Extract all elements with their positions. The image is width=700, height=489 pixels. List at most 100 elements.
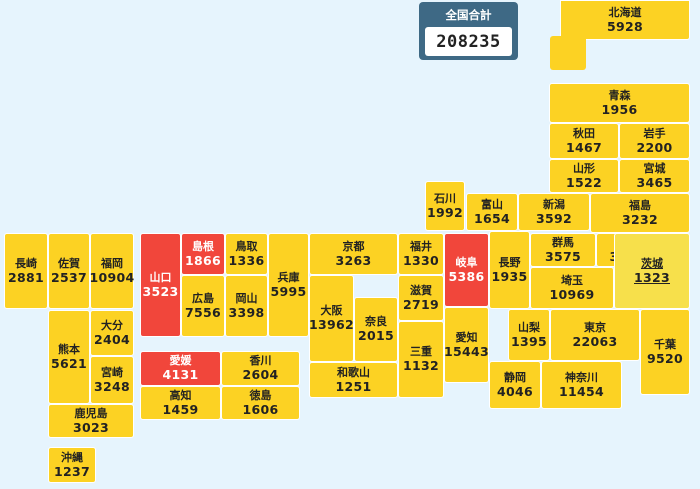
- pref-value: 1459: [162, 401, 199, 417]
- pref-kochi[interactable]: 高知 1459: [140, 386, 221, 420]
- pref-value: 5386: [448, 268, 485, 284]
- pref-value: 2200: [636, 139, 673, 155]
- pref-yamaguchi[interactable]: 山口 3523: [140, 233, 181, 337]
- pref-fukui[interactable]: 福井 1330: [398, 233, 444, 275]
- pref-name: 静岡: [504, 370, 526, 384]
- pref-value: 10969: [549, 286, 595, 302]
- pref-miyazaki[interactable]: 宮崎 3248: [90, 356, 134, 404]
- pref-kyoto[interactable]: 京都 3263: [309, 233, 398, 275]
- pref-kumamoto[interactable]: 熊本 5621: [48, 310, 90, 404]
- pref-name: 滋賀: [410, 283, 432, 297]
- pref-okayama[interactable]: 岡山 3398: [225, 275, 268, 337]
- pref-value: 1237: [54, 463, 90, 479]
- pref-value: 1654: [474, 210, 510, 226]
- pref-name: 愛知: [455, 330, 478, 344]
- pref-okinawa[interactable]: 沖縄 1237: [48, 447, 96, 483]
- pref-name: 沖縄: [61, 450, 83, 464]
- pref-saitama[interactable]: 埼玉 10969: [530, 267, 614, 309]
- pref-value: 3465: [636, 174, 673, 190]
- pref-ibaraki[interactable]: 茨城 1323: [614, 233, 690, 309]
- pref-name: 神奈川: [565, 370, 598, 384]
- pref-value: 15443: [444, 343, 489, 359]
- pref-hiroshima[interactable]: 広島 7556: [181, 275, 225, 337]
- pref-value: 13962: [309, 317, 354, 333]
- pref-name: 山口: [149, 270, 172, 284]
- pref-shizuoka[interactable]: 静岡 4046: [489, 361, 541, 409]
- pref-name: 熊本: [58, 342, 80, 356]
- pref-toyama[interactable]: 富山 1654: [466, 193, 518, 231]
- pref-name: 山形: [573, 161, 595, 175]
- pref-kanagawa[interactable]: 神奈川 11454: [541, 361, 622, 409]
- pref-name: 福岡: [101, 256, 123, 270]
- pref-name: 大阪: [320, 304, 343, 318]
- pref-aichi[interactable]: 愛知 15443: [444, 307, 489, 383]
- pref-value: 2015: [358, 328, 394, 344]
- pref-mie[interactable]: 三重 1132: [398, 321, 444, 398]
- pref-gunma[interactable]: 群馬 3575: [530, 233, 596, 267]
- pref-name: 北海道: [608, 5, 642, 19]
- pref-name: 宮崎: [101, 365, 123, 379]
- pref-value: 11454: [559, 383, 604, 399]
- pref-nagano[interactable]: 長野 1935: [489, 231, 530, 309]
- pref-name: 佐賀: [58, 256, 80, 270]
- pref-osaka[interactable]: 大阪 13962: [309, 275, 354, 362]
- pref-saga[interactable]: 佐賀 2537: [48, 233, 90, 309]
- pref-kagawa[interactable]: 香川 2604: [221, 351, 300, 386]
- pref-name: 岡山: [235, 291, 258, 305]
- pref-iwate[interactable]: 岩手 2200: [619, 123, 690, 159]
- pref-name: 長崎: [15, 256, 37, 270]
- pref-value: 2537: [51, 269, 87, 285]
- pref-value: 9520: [647, 350, 683, 366]
- pref-value: 3232: [622, 211, 658, 227]
- pref-nagasaki[interactable]: 長崎 2881: [4, 233, 48, 309]
- pref-value: 1330: [403, 252, 439, 268]
- pref-value: 5928: [607, 18, 643, 34]
- pref-aomori[interactable]: 青森 1956: [549, 83, 690, 123]
- pref-value: 3023: [73, 419, 109, 435]
- pref-akita[interactable]: 秋田 1467: [549, 123, 619, 159]
- pref-name: 京都: [342, 239, 365, 253]
- pref-tokushima[interactable]: 徳島 1606: [221, 386, 300, 420]
- pref-name: 鳥取: [235, 239, 258, 253]
- pref-name: 島根: [192, 239, 214, 253]
- pref-nara[interactable]: 奈良 2015: [354, 297, 398, 362]
- pref-gifu[interactable]: 岐阜 5386: [444, 233, 489, 307]
- pref-tokyo[interactable]: 東京 22063: [550, 309, 640, 361]
- pref-value: 4046: [497, 383, 533, 399]
- pref-fukuoka[interactable]: 福岡 10904: [90, 233, 134, 309]
- pref-value: 1956: [601, 101, 638, 117]
- pref-name: 秋田: [573, 126, 595, 140]
- pref-wakayama[interactable]: 和歌山 1251: [309, 362, 398, 398]
- hokkaido-extension: [550, 36, 586, 70]
- pref-yamagata[interactable]: 山形 1522: [549, 159, 619, 193]
- total-value: 208235: [425, 27, 512, 56]
- pref-yamanashi[interactable]: 山梨 1395: [508, 309, 550, 361]
- pref-fukushima[interactable]: 福島 3232: [590, 193, 690, 233]
- pref-hyogo[interactable]: 兵庫 5995: [268, 233, 309, 337]
- pref-value: 3248: [94, 378, 130, 394]
- pref-value: 2719: [403, 296, 439, 312]
- pref-ehime[interactable]: 愛媛 4131: [140, 351, 221, 386]
- pref-value: 1935: [491, 268, 528, 284]
- pref-ishikawa[interactable]: 石川 1992: [425, 181, 465, 231]
- pref-value: 2881: [8, 269, 44, 285]
- pref-miyagi[interactable]: 宮城 3465: [619, 159, 690, 193]
- pref-hokkaido[interactable]: 北海道 5928: [560, 0, 690, 40]
- total-panel: 全国合計 208235: [419, 2, 518, 60]
- pref-name: 東京: [584, 320, 606, 334]
- pref-name: 大分: [101, 318, 123, 332]
- pref-kagoshima[interactable]: 鹿児島 3023: [48, 404, 134, 438]
- pref-shimane[interactable]: 島根 1866: [181, 233, 225, 275]
- pref-value: 1992: [427, 204, 463, 220]
- pref-value: 1251: [335, 378, 372, 394]
- pref-value: 1522: [566, 174, 602, 190]
- pref-tottori[interactable]: 鳥取 1336: [225, 233, 268, 275]
- pref-oita[interactable]: 大分 2404: [90, 310, 134, 356]
- pref-name: 茨城: [641, 256, 663, 270]
- pref-name: 長野: [498, 255, 521, 269]
- pref-name: 宮城: [643, 161, 666, 175]
- pref-niigata[interactable]: 新潟 3592: [518, 193, 590, 231]
- pref-value: 3263: [335, 252, 372, 268]
- pref-chiba[interactable]: 千葉 9520: [640, 309, 690, 395]
- pref-shiga[interactable]: 滋賀 2719: [398, 275, 444, 321]
